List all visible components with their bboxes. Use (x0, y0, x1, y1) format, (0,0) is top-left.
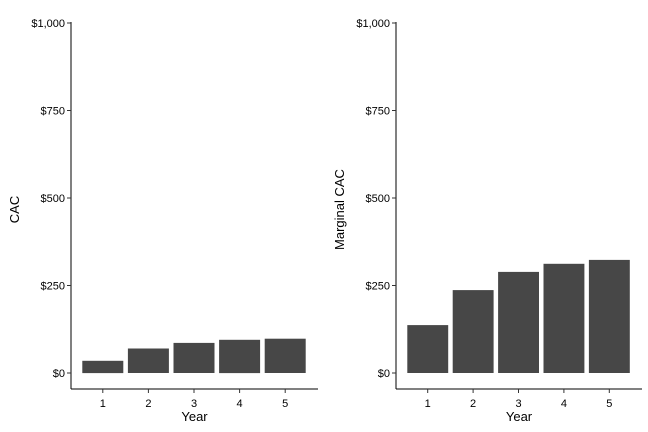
bar-year-3 (173, 342, 215, 373)
y-tick-label: $1,000 (31, 18, 65, 30)
y-tick-label: $1,000 (356, 18, 390, 30)
x-tick-label: 5 (282, 398, 288, 410)
y-tick-label: $750 (366, 106, 390, 118)
x-axis-title: Year (181, 409, 208, 424)
bar-year-2 (127, 348, 169, 373)
x-tick-label: 3 (515, 398, 521, 410)
x-tick-label: 1 (425, 398, 431, 410)
bar-year-5 (588, 259, 630, 373)
y-axis-title: Marginal CAC (332, 169, 347, 250)
x-tick-label: 4 (237, 398, 243, 410)
x-tick-label: 2 (145, 398, 151, 410)
y-tick-label: $500 (366, 193, 390, 205)
y-tick-label: $250 (41, 281, 65, 293)
x-axis-title: Year (506, 409, 533, 424)
bar-year-1 (82, 360, 124, 374)
cac-panel: $0 $250 $500 $750 $1,000 1 2 3 4 5 Year CAC (7, 18, 318, 424)
y-tick-label: $0 (378, 368, 390, 380)
marginal-cac-panel: $0 $250 $500 $750 $1,000 1 2 3 4 5 Year Marginal CA… (332, 18, 642, 424)
bar-year-3 (498, 271, 539, 373)
bar-year-1 (407, 325, 449, 373)
y-axis-title: CAC (7, 196, 22, 223)
y-tick-label: $0 (53, 368, 65, 380)
x-tick-label: 3 (191, 398, 197, 410)
bar-year-5 (264, 338, 306, 373)
x-tick-label: 4 (561, 398, 567, 410)
bar-year-2 (452, 290, 494, 373)
bar-year-4 (219, 339, 261, 374)
x-tick-label: 5 (606, 398, 612, 410)
bar-year-4 (543, 263, 585, 373)
y-tick-label: $750 (41, 106, 65, 118)
y-tick-label: $500 (41, 193, 65, 205)
x-tick-label: 1 (100, 398, 106, 410)
y-tick-label: $250 (366, 281, 390, 293)
x-tick-label: 2 (470, 398, 476, 410)
